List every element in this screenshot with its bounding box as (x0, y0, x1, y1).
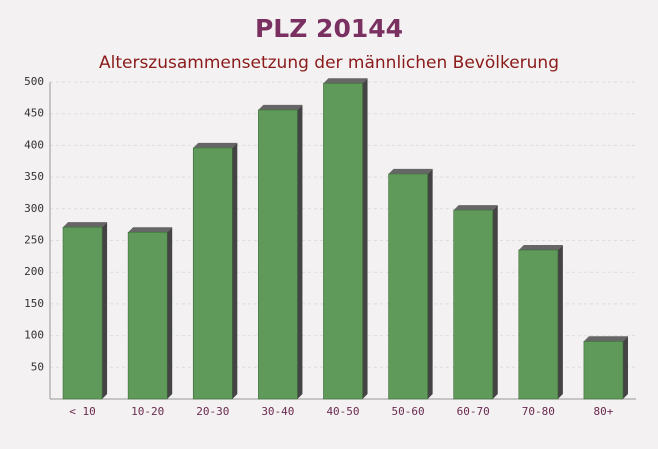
bar-side (232, 142, 238, 399)
x-tick-label: 50-60 (392, 405, 425, 418)
bar (453, 209, 494, 400)
chart-title: PLZ 20144 (255, 14, 403, 43)
y-tick-label: 500 (24, 75, 44, 88)
x-tick-label: < 10 (69, 405, 96, 418)
bar-top (128, 227, 173, 233)
bar-side (167, 227, 173, 399)
y-tick-label: 300 (24, 202, 44, 215)
x-tick-label: 30-40 (261, 405, 294, 418)
bar-side (297, 104, 303, 400)
bar-top (583, 336, 628, 342)
bar (323, 82, 363, 400)
bar-top (388, 168, 433, 174)
bar-top (518, 245, 563, 251)
bar-top (258, 104, 303, 110)
bar (518, 249, 559, 400)
bar (388, 173, 428, 400)
x-tick-label: 60-70 (457, 405, 490, 418)
bar-top (63, 222, 108, 228)
bar (192, 147, 233, 400)
bar-side (362, 78, 368, 399)
bar (62, 226, 103, 400)
x-tick-label: 20-30 (196, 405, 229, 418)
bar (127, 231, 168, 400)
y-tick-label: 100 (24, 329, 44, 342)
bar-side (102, 222, 108, 399)
x-tick-label: 40-50 (326, 405, 359, 418)
bar-side (622, 336, 628, 399)
x-tick-label: 10-20 (131, 405, 164, 418)
x-tick-label: 80+ (594, 405, 614, 418)
bar (258, 109, 298, 400)
bar-side (557, 245, 563, 399)
y-tick-label: 150 (24, 297, 44, 310)
chart-subtitle: Alterszusammensetzung der männlichen Bev… (99, 53, 559, 73)
x-tick-label: 70-80 (522, 405, 555, 418)
bar-top (323, 78, 368, 84)
y-tick-label: 350 (24, 170, 44, 183)
y-tick-label: 200 (24, 265, 44, 278)
bar-top (193, 142, 238, 148)
bar (583, 341, 624, 400)
y-tick-label: 50 (31, 360, 44, 373)
y-tick-label: 250 (24, 234, 44, 247)
bar-top (453, 205, 498, 211)
bar-side (427, 168, 433, 399)
y-tick-label: 450 (24, 107, 44, 120)
bar-side (492, 205, 498, 399)
y-tick-label: 400 (24, 138, 44, 151)
